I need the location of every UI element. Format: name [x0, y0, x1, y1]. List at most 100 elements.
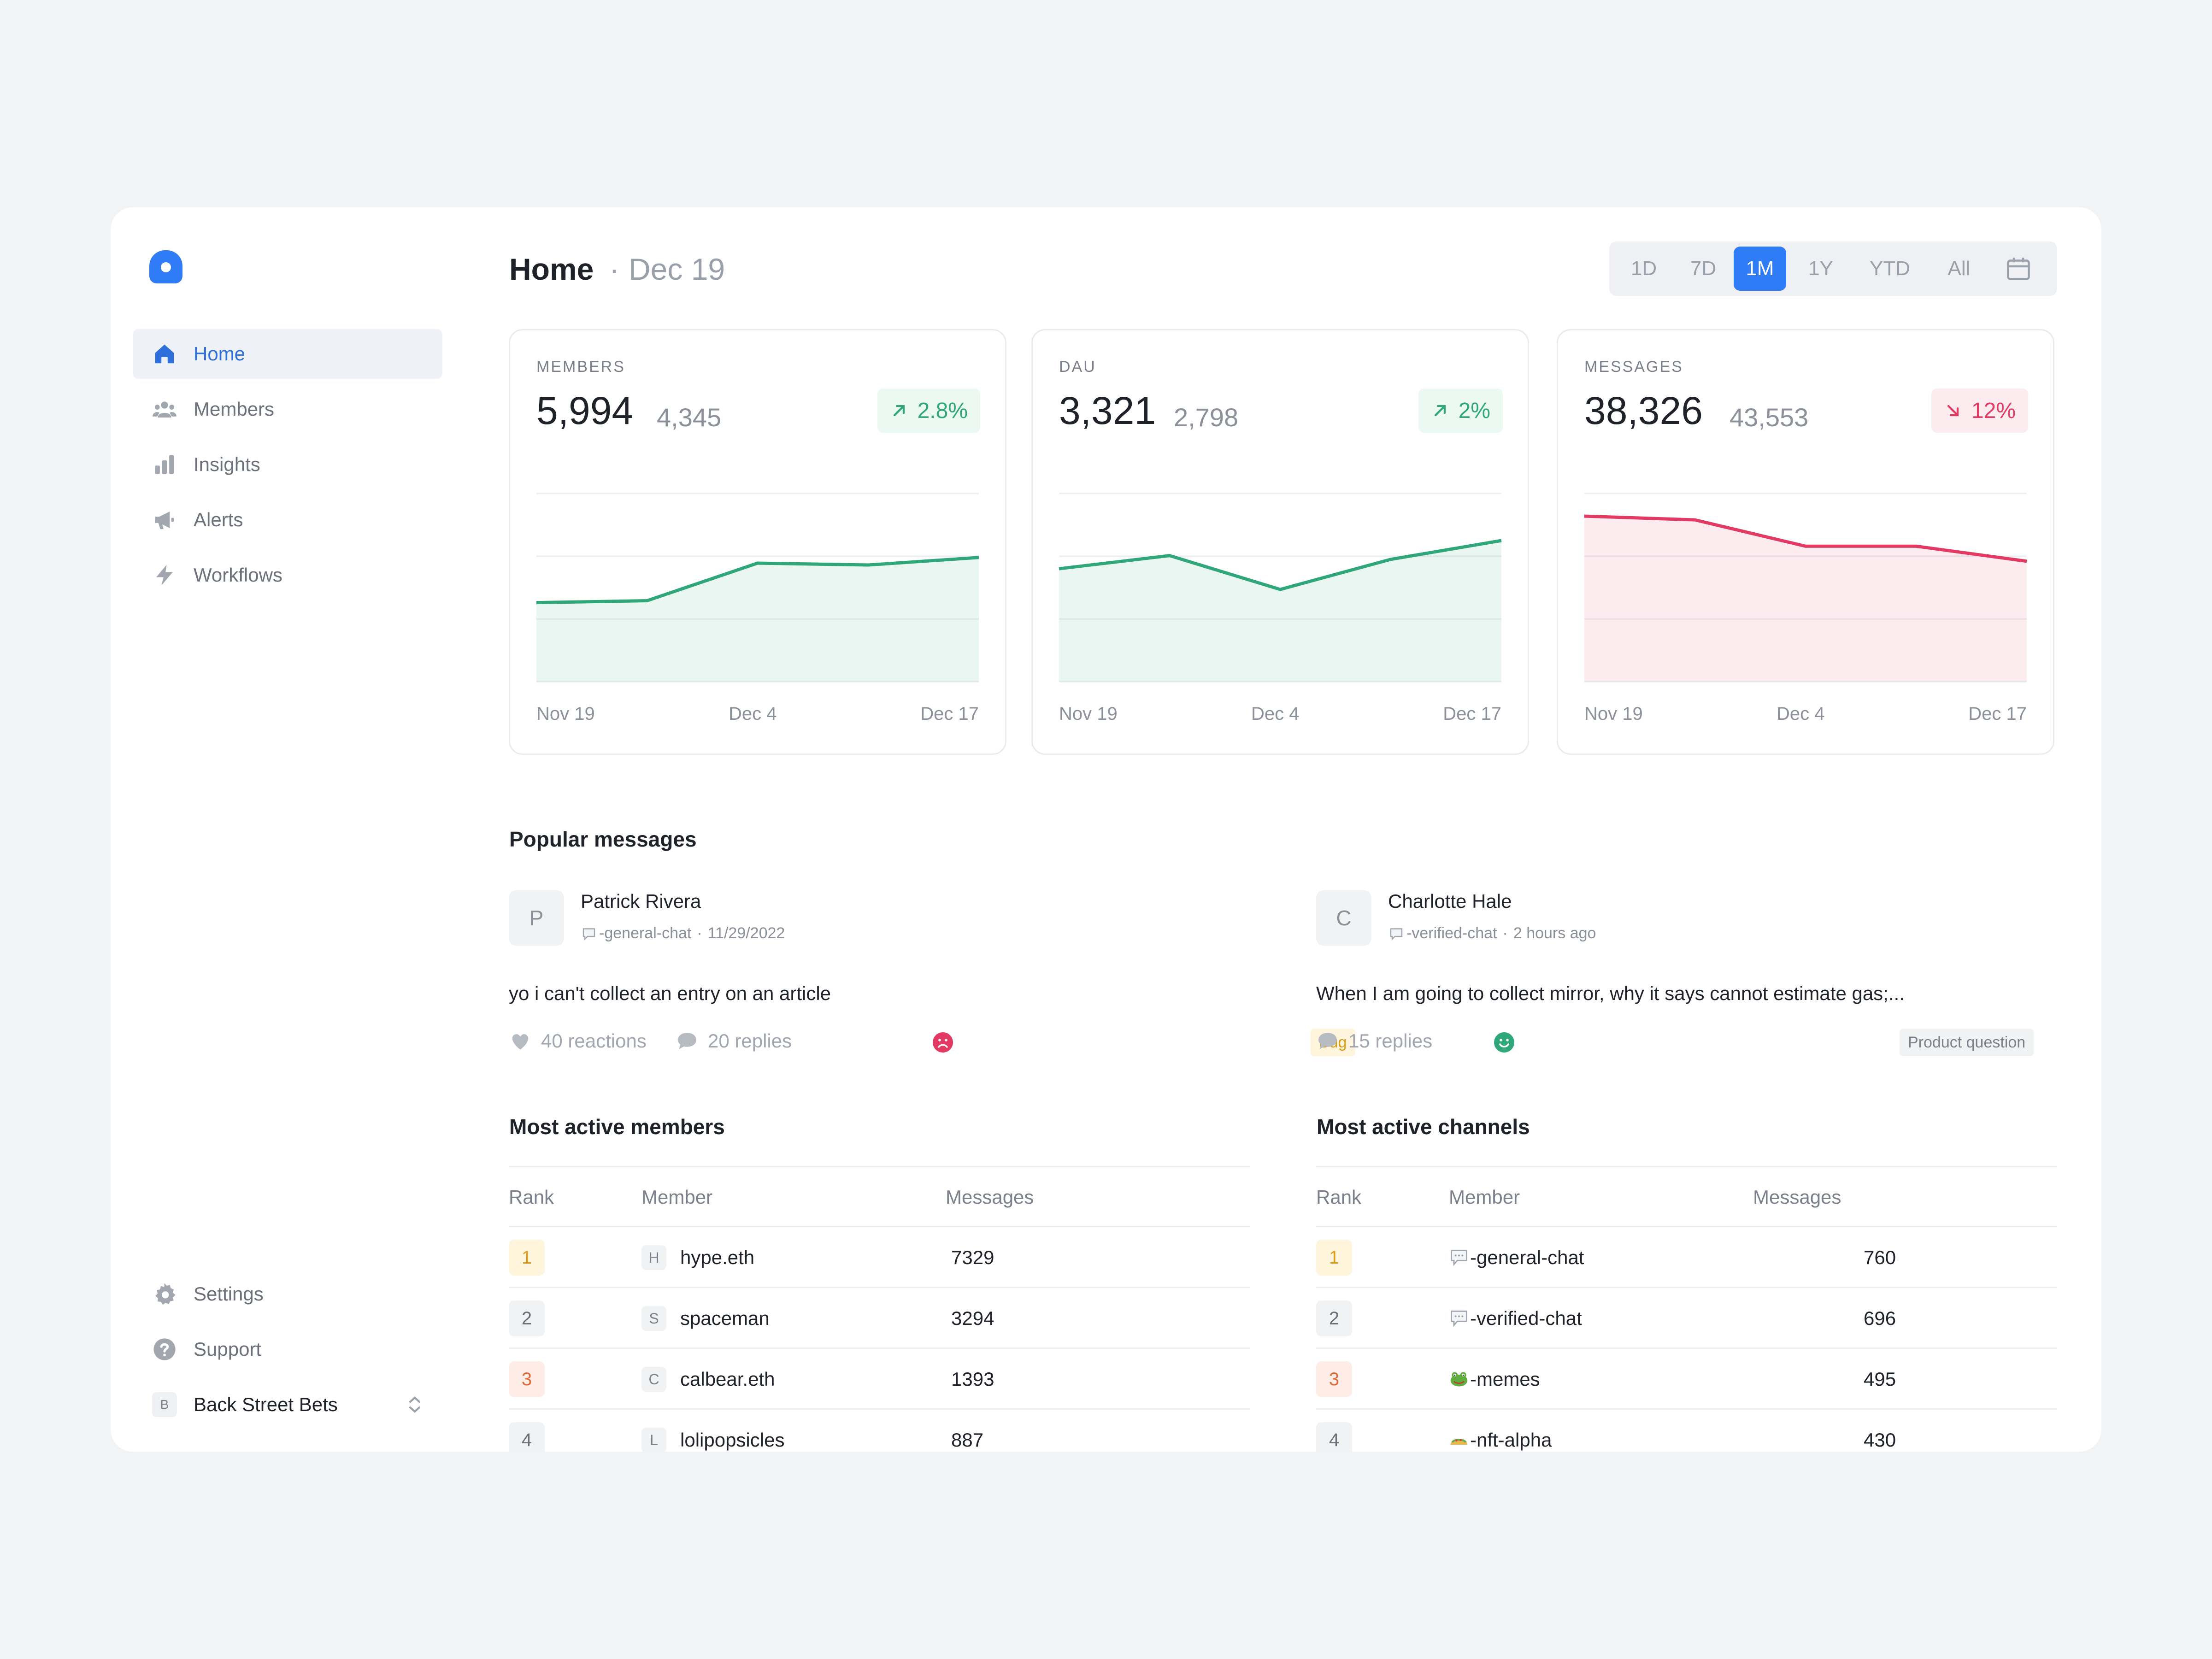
range-1y-button[interactable]: 1Y — [1808, 257, 1833, 280]
message-count: 696 — [1864, 1307, 1896, 1329]
sidebar-item-label: Support — [194, 1338, 262, 1360]
metric-previous: 43,553 — [1730, 403, 1809, 432]
happy-face-icon — [1494, 1032, 1514, 1053]
reactions-count[interactable]: 40 reactions — [509, 1030, 647, 1053]
workspace-switcher[interactable]: B Back Street Bets — [133, 1380, 442, 1430]
sidebar-item-insights[interactable]: Insights — [133, 440, 442, 489]
comment-icon — [678, 1033, 696, 1049]
x-axis-label: Nov 19 — [536, 704, 595, 724]
metric-value: 38,326 — [1584, 389, 1703, 432]
channel-name[interactable]: -nft-alpha — [1470, 1429, 1552, 1451]
rank-badge: 1 — [1316, 1240, 1352, 1276]
member-name[interactable]: spaceman — [680, 1307, 770, 1329]
message-count: 430 — [1864, 1429, 1896, 1451]
range-1d-button[interactable]: 1D — [1630, 257, 1657, 280]
date-range-selector: 1D 7D 1M 1Y YTD All — [1609, 241, 2057, 296]
message-time: 11/29/2022 — [707, 924, 785, 942]
avatar: H — [641, 1245, 666, 1270]
sidebar-item-alerts[interactable]: Alerts — [133, 495, 442, 545]
rank-badge: 3 — [1316, 1361, 1352, 1397]
speech-bubble-icon — [1390, 928, 1403, 941]
page-date: Dec 19 — [629, 252, 725, 286]
series-line — [536, 556, 979, 605]
sidebar-item-label: Alerts — [194, 509, 243, 530]
replies-count[interactable]: 15 replies — [1316, 1030, 1432, 1053]
rank-badge: 3 — [509, 1361, 545, 1397]
metric-card-members[interactable]: MEMBERS 5,994 4,345 2.8% Nov 19 Dec 4 De… — [509, 329, 1006, 755]
divider — [1316, 1226, 2057, 1227]
bolt-icon — [152, 563, 177, 588]
workspace-avatar: B — [152, 1392, 177, 1417]
divider — [509, 1287, 1250, 1288]
divider — [1316, 1347, 2057, 1349]
metric-previous: 2,798 — [1174, 403, 1239, 432]
member-name[interactable]: lolipopsicles — [680, 1429, 785, 1451]
x-axis-label: Nov 19 — [1059, 704, 1118, 724]
metric-card-dau[interactable]: DAU 3,321 2,798 2% Nov 19 Dec 4 Dec 17 — [1031, 329, 1529, 755]
x-axis-label: Nov 19 — [1584, 704, 1643, 724]
series-area — [1059, 541, 1501, 682]
message-author[interactable]: Patrick Rivera — [581, 890, 701, 912]
message-channel[interactable]: -verified-chat — [1406, 924, 1497, 942]
range-ytd-button[interactable]: YTD — [1870, 257, 1910, 280]
metric-change-value: 2% — [1458, 398, 1490, 423]
users-icon — [152, 397, 177, 422]
message-meta: -verified-chat · 2 hours ago — [1388, 924, 1596, 942]
message-count: 3294 — [951, 1307, 994, 1329]
heart-icon — [512, 1034, 529, 1050]
message-tag[interactable]: Product question — [1900, 1029, 2034, 1056]
popular-messages-heading: Popular messages — [509, 827, 697, 851]
speech-bubble-icon — [1451, 1310, 1467, 1327]
speech-bubble-icon — [1451, 1249, 1467, 1266]
column-header[interactable]: Messages — [946, 1186, 1034, 1208]
sidebar-item-label: Settings — [194, 1283, 264, 1305]
sidebar-item-workflows[interactable]: Workflows — [133, 550, 442, 600]
metric-card-messages[interactable]: MESSAGES 38,326 43,553 12% Nov 19 Dec 4 … — [1557, 329, 2054, 755]
column-header[interactable]: Rank — [509, 1186, 554, 1208]
chevron-up-down-icon — [409, 1396, 420, 1413]
sidebar-item-settings[interactable]: Settings — [133, 1269, 442, 1319]
members-chart — [536, 493, 979, 682]
column-header[interactable]: Rank — [1316, 1186, 1362, 1208]
sidebar-item-members[interactable]: Members — [133, 384, 442, 434]
channel-name[interactable]: -verified-chat — [1470, 1307, 1582, 1329]
metric-value: 3,321 — [1059, 389, 1156, 432]
app-logo-icon[interactable] — [149, 250, 182, 283]
column-header[interactable]: Member — [1449, 1186, 1520, 1208]
replies-count[interactable]: 20 replies — [676, 1030, 792, 1053]
calendar-icon[interactable] — [2005, 255, 2032, 282]
member-name[interactable]: hype.eth — [680, 1247, 755, 1268]
sidebar-item-support[interactable]: Support — [133, 1324, 442, 1374]
column-header[interactable]: Messages — [1753, 1186, 1841, 1208]
home-icon — [152, 341, 177, 366]
app-window: Home Members Insights Alerts Workflows S… — [111, 207, 2101, 1452]
rank-badge: 4 — [1316, 1422, 1352, 1452]
help-icon — [152, 1337, 177, 1362]
sad-face-icon — [933, 1032, 953, 1053]
channel-name[interactable]: -memes — [1470, 1368, 1540, 1390]
divider — [509, 1166, 1250, 1167]
member-name[interactable]: calbear.eth — [680, 1368, 775, 1390]
taco-icon — [1450, 1438, 1468, 1445]
series-line — [1059, 539, 1502, 591]
message-author[interactable]: Charlotte Hale — [1388, 890, 1512, 912]
rank-badge: 4 — [509, 1422, 545, 1452]
channel-name[interactable]: -general-chat — [1470, 1247, 1584, 1268]
range-7d-button[interactable]: 7D — [1690, 257, 1717, 280]
avatar: L — [641, 1428, 666, 1452]
range-1m-button[interactable]: 1M — [1734, 247, 1786, 291]
metric-previous: 4,345 — [657, 403, 722, 432]
metric-value: 5,994 — [536, 389, 634, 432]
frog-icon — [1450, 1372, 1468, 1387]
avatar: C — [641, 1367, 666, 1392]
message-count: 887 — [951, 1429, 984, 1451]
range-all-button[interactable]: All — [1947, 257, 1971, 280]
message-text: When I am going to collect mirror, why i… — [1316, 982, 1905, 1004]
x-axis-label: Dec 17 — [1443, 704, 1501, 724]
message-count: 760 — [1864, 1247, 1896, 1268]
speech-bubble-icon — [582, 928, 595, 941]
sidebar-item-home[interactable]: Home — [133, 329, 442, 379]
column-header[interactable]: Member — [641, 1186, 713, 1208]
message-channel[interactable]: -general-chat — [599, 924, 692, 942]
sidebar-item-label: Workflows — [194, 564, 282, 586]
